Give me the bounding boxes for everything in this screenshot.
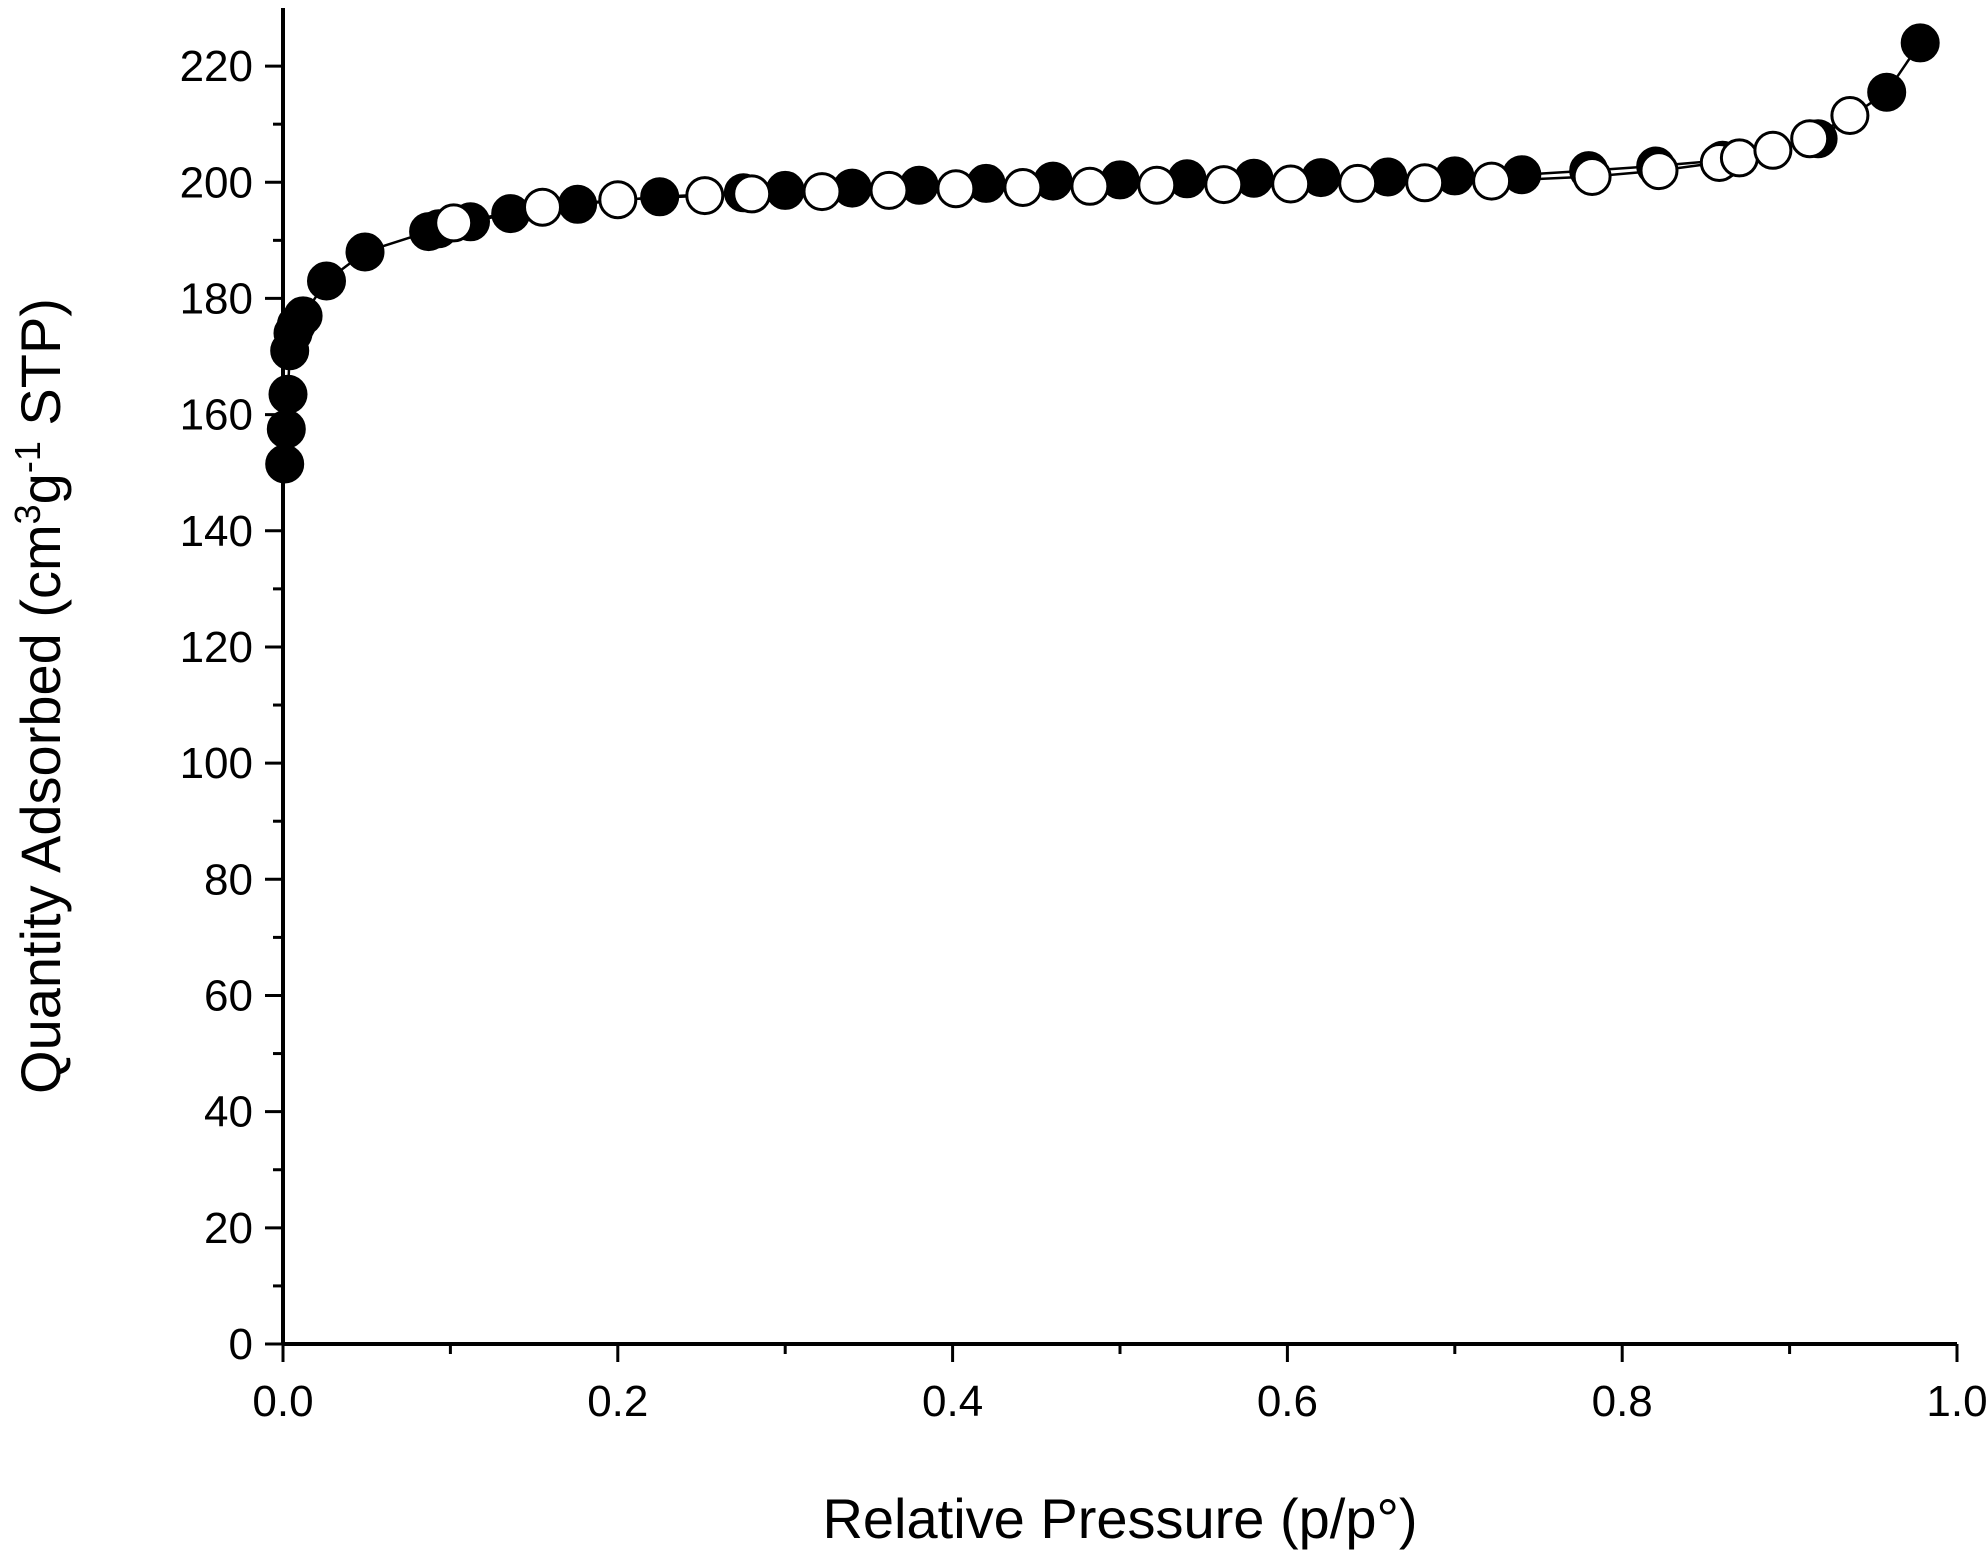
data-point-open-circle: [869, 170, 909, 210]
series-1-markers: [265, 23, 1940, 484]
data-point-open-circle: [1753, 130, 1793, 170]
data-point-open-circle: [1204, 165, 1244, 205]
data-point-filled-circle: [345, 232, 385, 272]
y-tick-label: 180: [180, 274, 253, 323]
data-point-filled-circle: [640, 177, 680, 217]
series-line: [283, 42, 1922, 465]
x-axis-title: Relative Pressure (p/p°): [822, 1487, 1417, 1550]
x-tick-label: 1.0: [1926, 1377, 1986, 1426]
data-point-filled-circle: [283, 296, 323, 336]
data-point-filled-circle: [765, 170, 805, 210]
data-point-filled-circle: [1900, 23, 1940, 63]
data-point-open-circle: [523, 187, 562, 227]
data-point-open-circle: [1572, 157, 1612, 196]
series-2-markers: [434, 96, 1870, 243]
x-tick-label: 0.6: [1257, 1377, 1318, 1426]
y-tick-label: 160: [180, 391, 253, 440]
data-point-open-circle: [1003, 168, 1043, 207]
y-tick-label: 140: [180, 507, 253, 556]
data-point-open-circle: [598, 180, 638, 220]
x-tick-label: 0.4: [922, 1377, 983, 1426]
data-point-open-circle: [434, 203, 474, 243]
y-axis-title-unit-g: g: [9, 473, 72, 504]
data-point-open-circle: [1137, 165, 1177, 205]
y-axis-title-sup-1: 3: [7, 504, 48, 524]
y-tick-label: 100: [180, 739, 253, 788]
data-point-open-circle: [685, 176, 725, 216]
y-tick-label: 220: [180, 42, 253, 91]
data-point-open-circle: [1472, 161, 1512, 201]
y-tick-label: 60: [204, 971, 253, 1020]
y-axis-title-sup-2: -1: [7, 441, 48, 473]
x-tick-label: 0.2: [587, 1377, 648, 1426]
data-point-filled-circle: [307, 261, 346, 301]
data-point-open-circle: [1790, 119, 1830, 159]
y-tick-label: 0: [229, 1320, 253, 1369]
y-tick-label: 40: [204, 1088, 253, 1137]
data-point-open-circle: [1070, 166, 1110, 206]
data-point-open-circle: [1719, 138, 1759, 178]
x-tick-label: 0.8: [1592, 1377, 1653, 1426]
data-point-open-circle: [1830, 96, 1870, 135]
y-tick-label: 120: [180, 623, 253, 672]
data-point-filled-circle: [268, 374, 308, 414]
data-point-open-circle: [1639, 151, 1679, 191]
plot-area: [265, 23, 1940, 484]
x-tick-label: 0.0: [252, 1377, 313, 1426]
y-tick-label: 200: [180, 158, 253, 207]
data-point-filled-circle: [491, 194, 531, 234]
y-axis-title-tail: STP): [9, 298, 72, 441]
data-point-open-circle: [1271, 164, 1311, 204]
data-point-open-circle: [1338, 163, 1378, 203]
y-axis-title-main: Quantity Adsorbed (cm: [9, 524, 72, 1094]
data-point-open-circle: [1405, 163, 1445, 203]
data-point-open-circle: [936, 169, 976, 209]
y-axis-title: Quantity Adsorbed (cm3g-1 STP): [7, 298, 73, 1094]
data-point-open-circle: [732, 174, 772, 214]
y-tick-label: 20: [204, 1204, 253, 1253]
series-1-filled-circle: [283, 42, 1922, 465]
data-point-filled-circle: [266, 409, 306, 449]
data-point-open-circle: [802, 172, 842, 212]
data-point-filled-circle: [558, 184, 598, 224]
ticks: 0 20 40 60 80 100 120 140 160 180 200 220 0.0 0.2 0.4 0…: [180, 42, 1986, 1426]
data-point-filled-circle: [1867, 72, 1907, 112]
y-tick-label: 80: [204, 855, 253, 904]
